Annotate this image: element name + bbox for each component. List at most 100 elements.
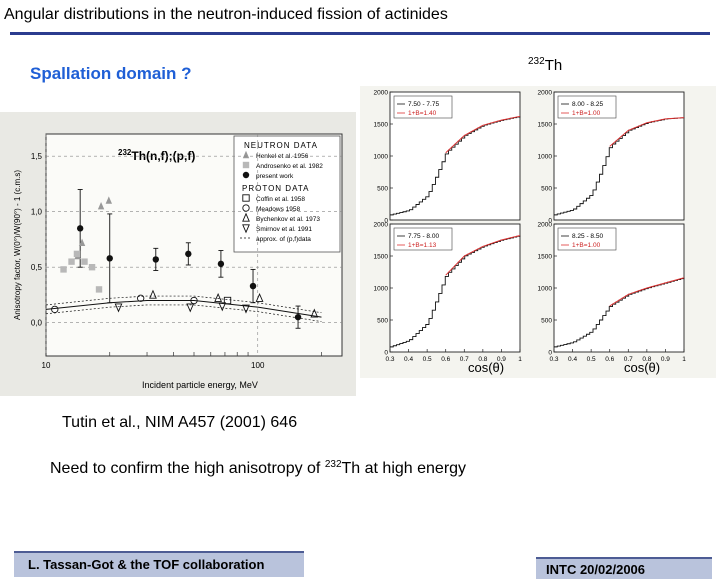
slide-title: Angular distributions in the neutron-ind… (4, 6, 448, 23)
data-point (88, 264, 96, 271)
fit-curve (445, 235, 521, 276)
y-axis-label: Anisotropy factor, W(0°)/W(90°) - 1 (c.m… (13, 170, 22, 320)
legend-marker (242, 161, 250, 169)
y-tick-label: 1000 (374, 154, 389, 161)
data-point (242, 304, 250, 314)
y-tick-label: 2000 (374, 222, 389, 229)
x-tick-label: 0.7 (460, 356, 469, 363)
data-point (218, 302, 227, 312)
panel-fit-label: 1+B=1.40 (408, 110, 437, 117)
x-tick-label: 10 (42, 361, 51, 370)
isotope-label: 232Th (528, 56, 562, 74)
anisotropy-figure: 232Th(n,f);(p,f) NEUTRON DATA PROTON DAT… (0, 112, 356, 396)
isotope-element: Th (544, 57, 563, 74)
panel-energy-label: 8.25 - 8.50 (572, 233, 603, 240)
panel-label-box (393, 95, 453, 119)
y-tick-label: 1500 (374, 254, 389, 261)
isotope-mass: 232 (528, 56, 545, 67)
x-tick-label: 1 (518, 356, 522, 363)
chart-title: 232Th(n,f);(p,f) (118, 148, 195, 163)
data-point (76, 225, 84, 232)
x-tick-label: 0.9 (497, 356, 506, 363)
panel-fit-label: 1+B=1.00 (572, 242, 601, 249)
data-point (106, 255, 113, 262)
data-point (214, 292, 223, 302)
footer-author-bar: L. Tassan-Got & the TOF collaboration (14, 551, 304, 577)
legend-marker (242, 171, 250, 179)
data-point (249, 282, 257, 290)
y-tick-label: 1500 (538, 122, 553, 129)
y-tick-label: 0,5 (31, 263, 43, 272)
y-tick-label: 1,0 (31, 208, 43, 217)
legend-marker (242, 204, 250, 212)
data-point (186, 303, 195, 313)
y-tick-label: 500 (377, 186, 388, 193)
x-tick-label: 0.4 (568, 356, 577, 363)
conclusion-text: Need to confirm the high anisotropy of 2… (50, 459, 466, 478)
legend-marker (242, 212, 250, 222)
legend-marker (242, 224, 250, 234)
fit-curve (609, 117, 685, 147)
data-point (294, 313, 302, 321)
x-tick-label: 100 (251, 361, 265, 370)
y-tick-label: 500 (541, 186, 552, 193)
x-axis-label-right: cos(θ) (624, 360, 660, 375)
y-tick-label: 1500 (374, 122, 389, 129)
angular-panel: 0 500 1000 1500 2000 8.00 - 8.25 1+B=1.00 (538, 90, 685, 225)
legend: NEUTRON DATA PROTON DATA Henkel et al. 1… (233, 135, 341, 253)
panel-energy-label: 8.00 - 8.25 (572, 101, 603, 108)
legend-entry: Bychenkov et al. 1973 (256, 216, 320, 223)
x-tick-label: 0.6 (605, 356, 614, 363)
legend-entry: Coffin et al. 1958 (256, 196, 305, 203)
x-tick-label: 0.7 (624, 356, 633, 363)
y-tick-label: 0 (548, 218, 552, 225)
panel-label-box (393, 227, 453, 251)
legend-entry: approx. of (p,f)data (256, 236, 311, 243)
anisotropy-chart: 232Th(n,f);(p,f) NEUTRON DATA PROTON DAT… (13, 133, 343, 390)
data-point (51, 305, 59, 314)
y-tick-label: 2000 (538, 90, 553, 97)
data-point (114, 303, 123, 313)
legend-neutron-header: NEUTRON DATA (244, 141, 318, 150)
y-tick-label: 2000 (374, 90, 389, 97)
legend-entry: present work (256, 173, 294, 180)
y-tick-label: 1000 (538, 286, 553, 293)
x-tick-label: 0.4 (404, 356, 413, 363)
angular-panel: 0 500 1000 1500 2000 7.50 - 7.75 1+B=1.40 (374, 90, 521, 225)
approx-curve-lower (45, 304, 322, 322)
legend-entry: Meadows 1958 (256, 206, 300, 213)
footer-author: L. Tassan-Got & the TOF collaboration (28, 557, 265, 572)
x-tick-label: 0.8 (478, 356, 487, 363)
data-point (78, 238, 86, 246)
y-tick-label: 0 (548, 350, 552, 357)
conclusion-before: Need to confirm the high anisotropy of (50, 460, 325, 477)
panel-energy-label: 7.50 - 7.75 (408, 101, 439, 108)
x-tick-label: 1 (682, 356, 686, 363)
conclusion-mass: 232 (324, 459, 342, 470)
y-tick-label: 0 (384, 218, 388, 225)
panel-energy-label: 7.75 - 8.00 (408, 233, 439, 240)
x-tick-label: 0.3 (385, 356, 394, 363)
y-tick-label: 0 (384, 350, 388, 357)
panel-fit-label: 1+B=1.13 (408, 242, 437, 249)
legend-entry: Smirnov et al. 1991 (256, 226, 312, 233)
title-rule (10, 32, 710, 35)
fit-curve (609, 277, 685, 307)
data-point (255, 292, 264, 302)
data-point (95, 286, 103, 293)
footer-date: INTC 20/02/2006 (546, 562, 646, 577)
reference-text: Tutin et al., NIM A457 (2001) 646 (62, 414, 298, 431)
data-point (105, 196, 113, 204)
fit-curve (445, 115, 521, 154)
x-tick-label: 0.8 (642, 356, 651, 363)
data-point (73, 250, 81, 258)
x-axis-label: Incident particle energy, MeV (142, 380, 258, 390)
data-point (152, 256, 159, 263)
y-tick-label: 0,0 (31, 319, 43, 328)
data-point (185, 250, 192, 258)
legend-entry: Androsenko et al. 1982 (256, 163, 323, 170)
y-tick-label: 500 (541, 318, 552, 325)
panel-label-box (557, 227, 617, 251)
y-tick-label: 1000 (374, 286, 389, 293)
